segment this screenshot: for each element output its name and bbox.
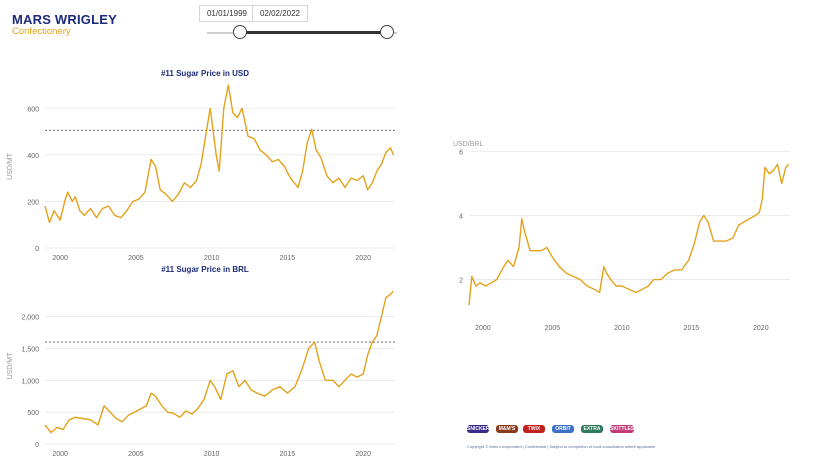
usd-price-chart: 0 200 400 600 2000 2005 2010 2015 2020 USD/MT: [7, 84, 395, 262]
y-tick-label: 500: [27, 410, 39, 417]
y-tick-label: 1,000: [21, 378, 39, 385]
y-tick-label: 200: [27, 199, 39, 206]
logo-subtitle: Confectionery: [12, 26, 71, 37]
brand-snickers-logo: SNICKERS: [467, 425, 493, 433]
y-axis-label: USD/MT: [7, 352, 14, 380]
x-tick-label: 2005: [128, 451, 144, 458]
x-tick-label: 2010: [204, 255, 220, 262]
brand-orbit-logo: ORBIT: [552, 425, 574, 433]
y-tick-label: 6: [459, 149, 463, 156]
x-tick-label: 2005: [128, 255, 144, 262]
y-tick-label: 600: [27, 106, 39, 113]
x-tick-label: 2010: [204, 451, 220, 458]
price-series-line: [44, 290, 395, 434]
y-tick-label: 0: [35, 442, 39, 449]
x-tick-label: 2015: [684, 325, 700, 332]
x-tick-label: 2005: [545, 325, 561, 332]
brl-chart-title: #11 Sugar Price in BRL: [161, 265, 249, 274]
usd-brl-chart: 2 4 6 2000 2005 2010 2015 2020 USD/BRL: [453, 141, 790, 332]
x-tick-label: 2000: [52, 451, 68, 458]
y-tick-label: 1,500: [21, 346, 39, 353]
start-date-input[interactable]: 01/01/1999: [199, 5, 255, 22]
y-tick-label: 0: [35, 246, 39, 253]
x-tick-label: 2000: [52, 255, 68, 262]
price-series-line: [468, 163, 790, 306]
end-date-input[interactable]: 02/02/2022: [252, 5, 308, 22]
x-tick-label: 2000: [475, 325, 491, 332]
x-tick-label: 2020: [753, 325, 769, 332]
slider-end-handle[interactable]: [380, 25, 394, 39]
usd-chart-title: #11 Sugar Price in USD: [160, 69, 250, 78]
x-tick-label: 2010: [614, 325, 630, 332]
y-axis-label: USD/BRL: [453, 141, 483, 148]
y-tick-label: 4: [459, 213, 463, 220]
copyright-footer: Copyright © Mars Incorporated | Confiden…: [467, 444, 657, 449]
y-tick-label: 400: [27, 153, 39, 160]
x-tick-label: 2015: [280, 451, 296, 458]
logo: MARS WRIGLEY Confectionery: [12, 12, 117, 37]
brand-mms-logo: M&M'S: [496, 425, 518, 433]
slider-start-handle[interactable]: [233, 25, 247, 39]
price-series-line: [44, 84, 395, 224]
slider-selected-range: [241, 31, 389, 34]
date-range-slider[interactable]: [207, 24, 397, 42]
y-tick-label: 2: [459, 278, 463, 285]
brl-price-chart: 0 500 1,000 1,500 2,000 2000 2005 2010 2015 2020 U…: [7, 290, 395, 458]
brand-skittles-logo: SKITTLES: [610, 425, 635, 433]
logo-name: MARS WRIGLEY: [12, 12, 117, 27]
x-tick-label: 2020: [355, 451, 371, 458]
y-axis-label: USD/MT: [7, 152, 14, 180]
x-tick-label: 2020: [355, 255, 371, 262]
y-tick-label: 2,000: [21, 315, 39, 322]
brand-twix-logo: TWIX: [523, 425, 545, 433]
x-tick-label: 2015: [280, 255, 296, 262]
brand-extra-logo: EXTRA: [581, 425, 603, 433]
